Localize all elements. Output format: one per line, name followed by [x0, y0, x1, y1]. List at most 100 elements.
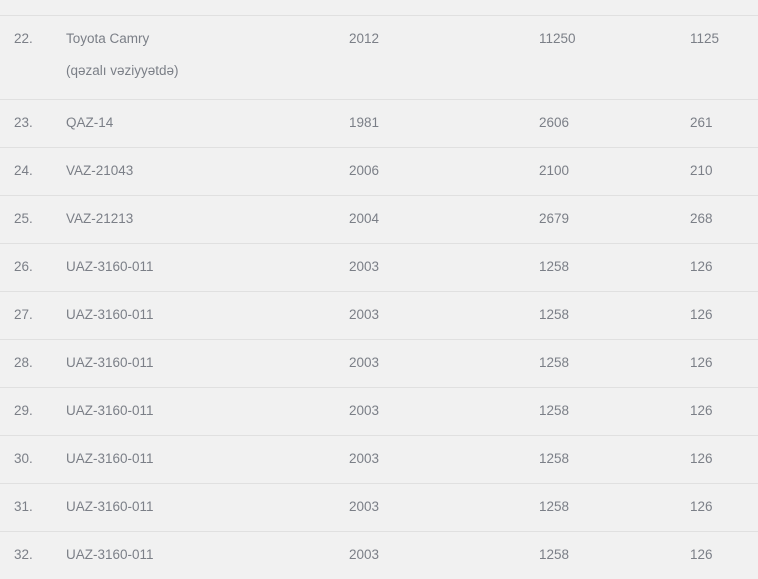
vehicle-value-cell: 1258 — [535, 436, 688, 484]
vehicle-name: UAZ-3160-011 — [66, 497, 345, 517]
vehicle-year: 2003 — [345, 532, 535, 579]
row-index-cell: 27. — [0, 292, 60, 340]
row-index-cell: 28. — [0, 340, 60, 388]
vehicle-value: 2100 — [535, 148, 688, 195]
vehicle-year: 2003 — [345, 244, 535, 291]
vehicle-name-wrap: QAZ-14 — [60, 100, 345, 147]
vehicle-value-cell: 1258 — [535, 388, 688, 436]
vehicle-value: 1258 — [535, 340, 688, 387]
vehicle-year: 2003 — [345, 436, 535, 483]
row-index-cell: 26. — [0, 244, 60, 292]
vehicle-monthly: 126 — [688, 244, 758, 291]
row-index-cell: 23. — [0, 100, 60, 148]
vehicle-name-cell: VAZ-21043 — [60, 148, 345, 196]
vehicle-name-wrap: UAZ-3160-011 — [60, 244, 345, 291]
vehicle-name-wrap: UAZ-3160-011 — [60, 340, 345, 387]
vehicle-year-cell: 2004 — [345, 196, 535, 244]
vehicle-monthly: 268 — [688, 196, 758, 243]
vehicle-name-wrap: UAZ-3160-011 — [60, 388, 345, 435]
row-index-value: 28. — [0, 340, 60, 387]
vehicle-name-cell: UAZ-3160-011 — [60, 340, 345, 388]
vehicle-value: 1258 — [535, 244, 688, 291]
vehicle-name-wrap: Toyota Camry (qəzalı vəziyyətdə) — [60, 16, 345, 99]
vehicle-monthly: 261 — [688, 100, 758, 147]
vehicle-year: 2003 — [345, 388, 535, 435]
vehicle-year-cell: 2003 — [345, 484, 535, 532]
vehicle-value-cell: 2679 — [535, 196, 688, 244]
row-index-cell: 30. — [0, 436, 60, 484]
vehicle-value-cell: 2606 — [535, 100, 688, 148]
vehicle-value: 2679 — [535, 196, 688, 243]
vehicle-year: 2006 — [345, 148, 535, 195]
vehicle-monthly: 126 — [688, 388, 758, 435]
vehicle-name: Toyota Camry — [66, 29, 345, 49]
vehicle-year-cell: 2003 — [345, 244, 535, 292]
vehicle-name-cell: UAZ-3160-011 — [60, 292, 345, 340]
vehicle-monthly: 126 — [688, 532, 758, 579]
vehicle-year: 2004 — [345, 196, 535, 243]
row-index-value: 29. — [0, 388, 60, 435]
row-index-value: 25. — [0, 196, 60, 243]
vehicle-value-cell: 1258 — [535, 292, 688, 340]
row-index-value: 23. — [0, 100, 60, 147]
vehicle-name-wrap: UAZ-3160-011 — [60, 436, 345, 483]
vehicle-name-wrap: VAZ-21043 — [60, 148, 345, 195]
vehicle-value: 2606 — [535, 100, 688, 147]
row-index-cell: 22. — [0, 16, 60, 100]
vehicle-name: UAZ-3160-011 — [66, 401, 345, 421]
vehicle-name-wrap: UAZ-3160-011 — [60, 532, 345, 579]
vehicle-monthly-cell: 126 — [688, 340, 758, 388]
vehicle-name-cell: UAZ-3160-011 — [60, 244, 345, 292]
row-index-value: 27. — [0, 292, 60, 339]
vehicle-value-cell: 1258 — [535, 484, 688, 532]
vehicle-name: UAZ-3160-011 — [66, 257, 345, 277]
vehicle-value-cell: 2100 — [535, 148, 688, 196]
clipped-text-fragment: ... — [702, 0, 714, 3]
vehicle-monthly-cell: 210 — [688, 148, 758, 196]
vehicle-year-cell: 2012 — [345, 16, 535, 100]
vehicle-monthly: 126 — [688, 436, 758, 483]
vehicle-name-wrap: UAZ-3160-011 — [60, 484, 345, 531]
vehicle-monthly-cell: 261 — [688, 100, 758, 148]
vehicle-monthly-cell: 126 — [688, 244, 758, 292]
vehicle-name-cell: QAZ-14 — [60, 100, 345, 148]
vehicle-name-cell: VAZ-21213 — [60, 196, 345, 244]
vehicle-monthly-cell: 126 — [688, 436, 758, 484]
vehicle-year-cell: 2003 — [345, 292, 535, 340]
vehicle-name: UAZ-3160-011 — [66, 305, 345, 325]
vehicle-name-cell: UAZ-3160-011 — [60, 532, 345, 579]
row-index-value: 24. — [0, 148, 60, 195]
vehicle-value: 11250 — [535, 16, 688, 67]
vehicle-monthly: 210 — [688, 148, 758, 195]
vehicle-year: 1981 — [345, 100, 535, 147]
vehicle-monthly-cell: 126 — [688, 292, 758, 340]
row-index-cell: 24. — [0, 148, 60, 196]
vehicle-year: 2012 — [345, 16, 535, 67]
vehicle-name-note: (qəzalı vəziyyətdə) — [66, 61, 345, 81]
vehicle-name: QAZ-14 — [66, 113, 345, 133]
row-index-value: 32. — [0, 532, 60, 579]
vehicle-year-cell: 2003 — [345, 532, 535, 579]
row-index-cell: 25. — [0, 196, 60, 244]
row-index-value: 31. — [0, 484, 60, 531]
vehicle-value: 1258 — [535, 292, 688, 339]
vehicle-value: 1258 — [535, 388, 688, 435]
row-index-cell: 32. — [0, 532, 60, 579]
vehicle-year-cell: 2006 — [345, 148, 535, 196]
vehicle-value-cell: 1258 — [535, 244, 688, 292]
vehicle-name: UAZ-3160-011 — [66, 449, 345, 469]
vehicle-monthly-cell: 126 — [688, 484, 758, 532]
vehicle-value-cell: 11250 — [535, 16, 688, 100]
vehicle-value: 1258 — [535, 484, 688, 531]
vehicle-monthly-cell: 126 — [688, 532, 758, 579]
vehicle-monthly-cell: 126 — [688, 388, 758, 436]
